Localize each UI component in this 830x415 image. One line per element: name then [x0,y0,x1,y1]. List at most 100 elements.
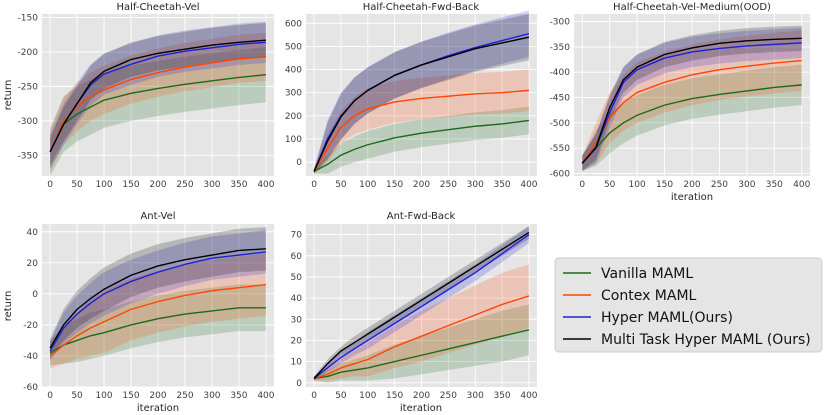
x-axis-label: iteration [671,192,713,203]
series-lines [49,248,266,357]
x-tick-label: 400 [793,180,810,190]
band-hyper-maml-ours [50,21,266,170]
x-axis-label: iteration [137,403,179,414]
x-tick-label: 300 [467,391,484,401]
y-tick-label: 100 [285,135,302,145]
series-lines [313,231,530,380]
series-line-multi-task-hyper-maml-ours [49,39,266,153]
y-tick-label: -40 [23,352,38,362]
x-tick-label: 200 [683,180,700,190]
panel-half-cheetah-fwd-back: 0 50 100 150 200 250 300 350 400 0 100 200 300 400 50… [285,2,538,190]
y-tick-label: -150 [18,13,39,23]
y-tick-label: 10 [291,358,303,368]
y-tick-label: 40 [291,294,303,304]
grid [42,14,274,176]
y-ticks: -350 -300 -250 -200 -150 [18,13,39,161]
x-tick-label: 150 [386,180,403,190]
band-contex-maml [50,32,266,173]
y-tick-label: -350 [550,43,571,53]
x-tick-label: 250 [176,391,193,401]
x-tick-label: 350 [230,391,247,401]
y-ticks: 0 100 200 300 400 500 600 [285,19,302,168]
band-vanilla-maml [50,47,266,177]
series-line-hyper-maml-ours [313,234,530,380]
band-hyper-maml-ours [582,27,802,171]
legend-box [554,257,823,353]
confidence-bands [50,21,266,177]
y-tick-label: 0 [296,158,302,168]
x-tick-label: 150 [386,391,403,401]
x-tick-label: 400 [257,391,274,401]
confidence-bands [314,226,529,383]
y-tick-label: 60 [291,252,303,262]
band-contex-maml [50,253,266,369]
x-tick-label: 400 [257,180,274,190]
series-line-contex-maml [313,89,530,172]
series-line-vanilla-maml [581,84,802,164]
x-tick-label: 200 [413,180,430,190]
y-tick-label: 500 [285,42,302,52]
grid [42,224,274,388]
x-tick-label: 50 [604,180,616,190]
x-tick-label: 100 [95,180,112,190]
x-ticks: 0 50 100 150 200 250 300 350 400 [47,391,275,401]
band-hyper-maml-ours [50,230,266,361]
grid [306,224,537,387]
band-vanilla-maml [314,304,529,383]
x-tick-label: 0 [47,180,53,190]
y-tick-label: 20 [291,336,303,346]
x-ticks: 0 50 100 150 200 250 300 350 400 [311,180,538,190]
y-ticks: 0 10 20 30 40 50 60 70 [291,231,303,389]
series-line-multi-task-hyper-maml-ours [313,36,530,172]
band-contex-maml [314,264,529,381]
band-multi-task-hyper-maml-ours [314,226,529,381]
chart-title: Half-Cheetah-Vel-Medium(OOD) [613,2,771,13]
x-tick-label: 150 [656,180,673,190]
band-multi-task-hyper-maml-ours [50,227,266,358]
x-ticks: 0 50 100 150 200 250 300 350 400 [47,180,275,190]
confidence-bands [314,10,529,174]
x-tick-label: 300 [203,180,220,190]
confidence-bands [50,227,266,369]
legend-label-contex-maml: Contex MAML [601,288,697,304]
grid [306,14,537,176]
band-hyper-maml-ours [314,10,529,174]
band-multi-task-hyper-maml-ours [582,25,802,171]
x-tick-label: 150 [122,180,139,190]
series-line-vanilla-maml [49,307,266,354]
x-ticks: 0 50 100 150 200 250 300 350 400 [579,180,810,190]
y-tick-label: -600 [550,169,571,179]
y-tick-label: 40 [27,228,39,238]
x-tick-label: 350 [766,180,783,190]
series-line-hyper-maml-ours [581,42,802,164]
x-tick-label: 100 [629,180,646,190]
y-tick-label: 200 [285,112,302,122]
y-tick-label: -300 [550,18,571,28]
x-tick-label: 100 [359,180,376,190]
band-contex-maml [314,69,529,174]
series-line-vanilla-maml [313,329,530,380]
band-vanilla-maml [314,106,529,174]
y-tick-label: 400 [285,66,302,76]
y-ticks: -600 -550 -500 -450 -400 -350 -300 [550,18,571,180]
series-lines [581,37,802,164]
panel-ant-vel: 0 50 100 150 200 250 300 350 400 -60-40-2002040 … [3,211,275,414]
band-multi-task-hyper-maml-ours [50,22,266,166]
x-tick-label: 100 [359,391,376,401]
y-tick-label: 70 [291,231,303,241]
chart-title: Ant-Vel [140,211,175,222]
x-tick-label: 50 [71,180,83,190]
band-contex-maml [582,30,802,171]
band-multi-task-hyper-maml-ours [314,14,529,174]
x-tick-label: 300 [467,180,484,190]
series-lines [313,32,530,172]
x-tick-label: 250 [440,391,457,401]
x-tick-label: 400 [520,391,537,401]
chart-title: Half-Cheetah-Fwd-Back [363,2,480,13]
x-tick-label: 100 [95,391,112,401]
legend-label-hyper-maml: Hyper MAML(Ours) [601,310,733,326]
band-vanilla-maml [50,284,266,366]
y-tick-label: -60 [23,383,38,393]
y-tick-label: 300 [285,89,302,99]
